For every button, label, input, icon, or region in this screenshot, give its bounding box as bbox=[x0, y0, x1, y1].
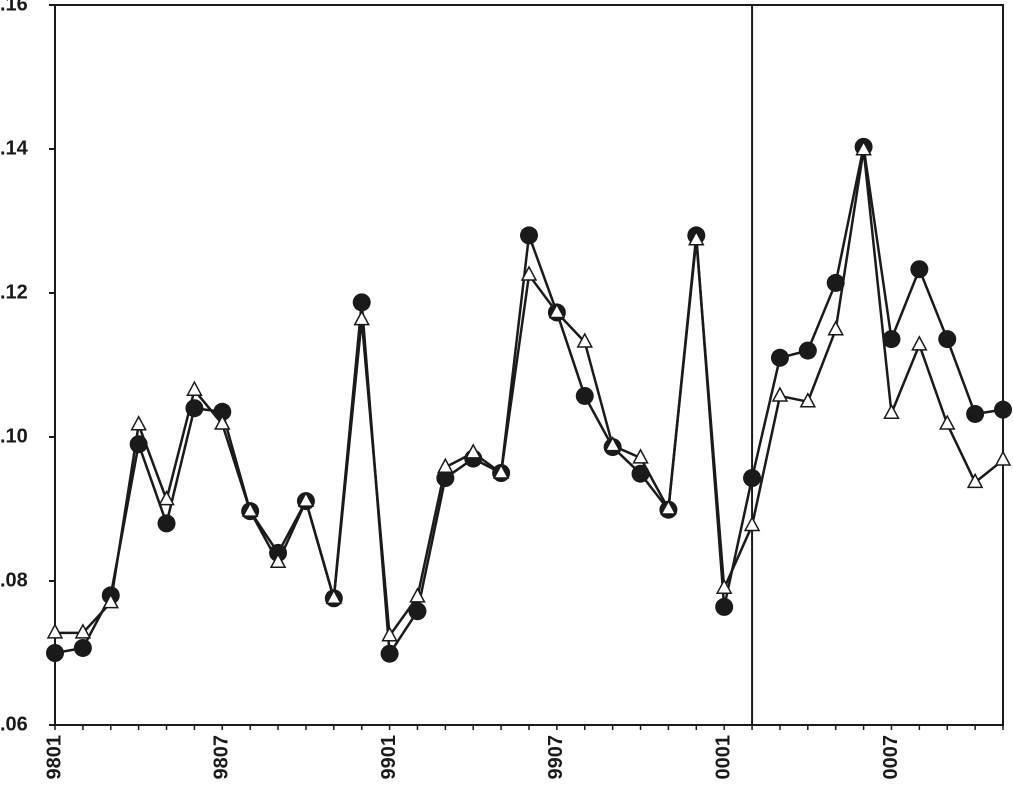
y-tick-label: .10 bbox=[0, 425, 28, 447]
marker-circle bbox=[826, 273, 845, 292]
x-tick-label: 0001 bbox=[712, 735, 734, 780]
marker-circle bbox=[994, 400, 1012, 419]
x-tick-label: 0007 bbox=[880, 735, 902, 780]
marker-triangle bbox=[269, 552, 287, 569]
marker-circle bbox=[46, 644, 64, 662]
marker-triangle bbox=[297, 491, 315, 507]
marker-triangle bbox=[381, 626, 398, 642]
marker-triangle bbox=[102, 593, 120, 609]
y-tick-label: .12 bbox=[0, 281, 28, 303]
marker-triangle bbox=[464, 443, 482, 459]
y-tick-label: .14 bbox=[0, 137, 29, 159]
marker-circle bbox=[882, 330, 901, 349]
marker-circle bbox=[966, 404, 985, 423]
marker-triangle bbox=[911, 335, 928, 351]
marker-triangle bbox=[966, 472, 984, 489]
y-tick-label: .16 bbox=[0, 0, 28, 15]
marker-triangle bbox=[325, 588, 343, 605]
marker-triangle bbox=[409, 587, 426, 603]
marker-triangle bbox=[214, 414, 231, 430]
marker-circle bbox=[380, 644, 399, 663]
marker-triangle bbox=[604, 436, 621, 452]
marker-triangle bbox=[883, 403, 900, 419]
marker-triangle bbox=[743, 515, 761, 532]
marker-triangle bbox=[855, 140, 872, 156]
marker-triangle bbox=[688, 230, 705, 246]
plot-frame bbox=[54, 4, 1004, 726]
marker-circle bbox=[352, 293, 371, 312]
marker-circle bbox=[743, 469, 762, 488]
marker-triangle bbox=[632, 448, 649, 464]
marker-circle bbox=[436, 469, 455, 488]
marker-circle bbox=[185, 399, 204, 418]
marker-triangle bbox=[74, 623, 92, 639]
y-tick-label: .08 bbox=[0, 569, 28, 591]
marker-triangle bbox=[520, 265, 538, 281]
marker-circle bbox=[798, 341, 817, 360]
y-tick-label: .06 bbox=[0, 713, 28, 735]
marker-triangle bbox=[548, 302, 566, 319]
marker-triangle bbox=[353, 310, 370, 326]
x-tick-label: 9807 bbox=[211, 735, 233, 780]
marker-circle bbox=[631, 464, 650, 483]
marker-triangle bbox=[576, 332, 594, 348]
marker-triangle bbox=[492, 463, 510, 479]
marker-circle bbox=[770, 348, 789, 367]
marker-circle bbox=[408, 602, 427, 621]
marker-triangle bbox=[799, 392, 817, 408]
marker-triangle bbox=[938, 414, 956, 430]
marker-circle bbox=[520, 226, 538, 245]
marker-triangle bbox=[660, 499, 677, 515]
marker-triangle bbox=[715, 578, 733, 594]
marker-triangle bbox=[186, 380, 203, 396]
marker-circle bbox=[73, 638, 92, 657]
x-tick-label: 9801 bbox=[43, 735, 65, 780]
marker-triangle bbox=[158, 490, 175, 506]
marker-circle bbox=[910, 260, 929, 279]
marker-triangle bbox=[827, 320, 844, 336]
marker-circle bbox=[575, 386, 594, 405]
marker-circle bbox=[129, 435, 148, 454]
marker-circle bbox=[938, 330, 957, 349]
x-tick-label: 9901 bbox=[378, 735, 400, 780]
marker-triangle bbox=[437, 457, 454, 473]
marker-triangle bbox=[771, 386, 789, 402]
marker-triangle bbox=[46, 623, 64, 639]
marker-circle bbox=[715, 597, 734, 616]
marker-triangle bbox=[994, 450, 1012, 466]
marker-triangle bbox=[130, 415, 147, 431]
marker-circle bbox=[213, 402, 232, 421]
x-tick-label: 9907 bbox=[545, 735, 567, 780]
marker-triangle bbox=[241, 501, 259, 517]
marker-circle bbox=[157, 514, 176, 533]
